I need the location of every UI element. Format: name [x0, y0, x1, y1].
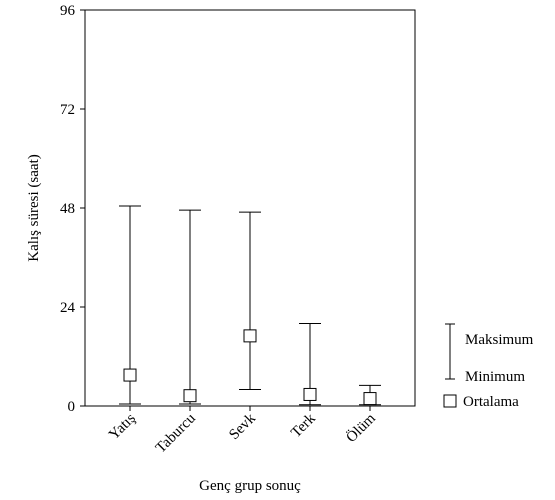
- legend-min-label: Minimum: [465, 369, 525, 385]
- legend-mean-label: Ortalama: [463, 394, 519, 410]
- x-tick-label: Ölüm: [343, 410, 379, 446]
- x-tick-label: Terk: [288, 410, 319, 441]
- x-axis-title: Genç grup sonuç: [199, 478, 301, 494]
- x-tick-label: Taburcu: [153, 410, 199, 456]
- y-tick-label: 24: [60, 300, 76, 316]
- y-tick-label: 96: [60, 3, 76, 19]
- legend-max-label: Maksimum: [465, 332, 534, 348]
- y-axis: 0 24 48 72 96: [60, 3, 85, 415]
- y-tick-label: 48: [60, 201, 75, 217]
- x-tick-label: Sevk: [226, 410, 259, 443]
- x-axis: Yatış Taburcu Sevk Terk Ölüm: [106, 406, 379, 456]
- x-tick-label: Yatış: [106, 410, 139, 443]
- mean-marker: [363, 392, 377, 406]
- y-tick-label: 72: [60, 102, 75, 118]
- mean-marker: [303, 387, 317, 401]
- mean-marker: [183, 389, 197, 403]
- mean-marker: [243, 329, 257, 343]
- y-tick-label: 0: [68, 399, 76, 415]
- legend-mean-marker: [443, 394, 457, 408]
- legend: Maksimum Minimum Ortalama: [443, 323, 534, 410]
- range-series: [119, 205, 381, 406]
- mean-marker: [123, 368, 137, 382]
- y-axis-title: Kalış süresi (saat): [26, 154, 42, 261]
